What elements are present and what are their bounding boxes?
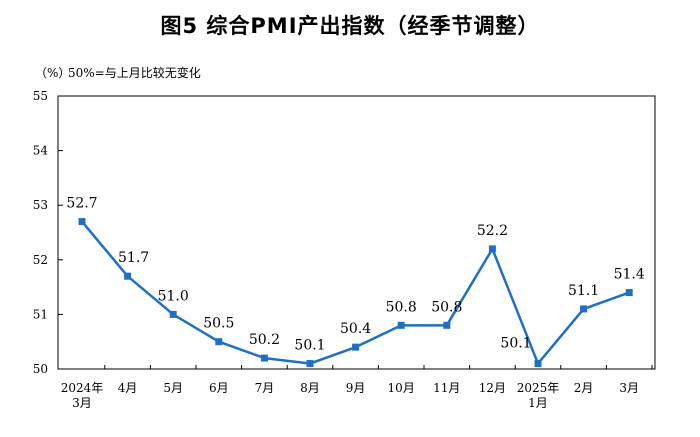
x-tick-label: 5月 [163,381,183,395]
data-label: 52.2 [477,223,508,239]
y-tick-label: 53 [33,198,48,212]
y-tick-label: 52 [33,253,48,267]
data-point-marker [352,343,360,351]
data-label: 51.4 [614,267,645,283]
data-point-marker [78,218,86,226]
data-point-marker [488,245,496,253]
data-point-marker [534,360,542,368]
plot-area-frame [57,95,656,370]
data-point-marker [124,272,132,280]
data-point-marker [215,338,223,346]
x-tick-label: 3月 [72,396,92,410]
data-point-marker [169,310,177,318]
x-tick-label: 2025年 [517,381,560,395]
y-tick-label: 50 [33,362,48,376]
data-point-marker [397,321,405,329]
data-label: 52.7 [66,196,97,212]
data-label: 50.8 [386,299,417,315]
baseline-note: 50%=与上月比较无变化 [68,65,201,80]
x-tick-label: 10月 [388,381,415,395]
chart-title: 图5 综合PMI产出指数（经季节调整） [160,14,540,38]
x-tick-label: 2月 [574,381,594,395]
data-point-marker [443,321,451,329]
y-tick-label: 51 [33,307,48,321]
data-label: 51.1 [568,283,599,299]
data-label: 50.8 [431,299,462,315]
data-label: 50.4 [340,321,371,337]
data-label: 50.1 [500,336,531,352]
data-labels-group: 52.7 51.7 51.0 50.5 50.2 50.1 50.4 50.8 50.8 52.2… [66,196,644,354]
x-tick-label: 12月 [479,381,506,395]
data-point-marker [306,360,314,368]
x-tick-label: 2024年 [61,381,104,395]
data-point-marker [260,354,268,362]
y-tick-label: 54 [33,144,49,158]
data-label: 50.1 [294,338,325,354]
x-tick-label: 6月 [209,381,229,395]
x-tick-label: 9月 [346,381,366,395]
data-label: 50.2 [249,332,280,348]
y-tick-label: 55 [33,89,48,103]
x-tick-label: 11月 [433,381,460,395]
data-point-marker [580,305,588,313]
x-tick-label: 1月 [528,396,548,410]
x-tick-label: 8月 [300,381,320,395]
y-axis: 50 51 52 53 54 55 [33,89,63,376]
data-point-marker [625,289,633,297]
x-tick-label: 4月 [118,381,138,395]
x-tick-label: 7月 [255,381,275,395]
data-label: 51.0 [158,288,189,304]
x-tick-label: 3月 [619,381,639,395]
series-line-group [78,218,633,368]
unit-label: （%） [35,66,70,80]
data-label: 50.5 [203,316,234,332]
data-label: 51.7 [118,250,149,266]
